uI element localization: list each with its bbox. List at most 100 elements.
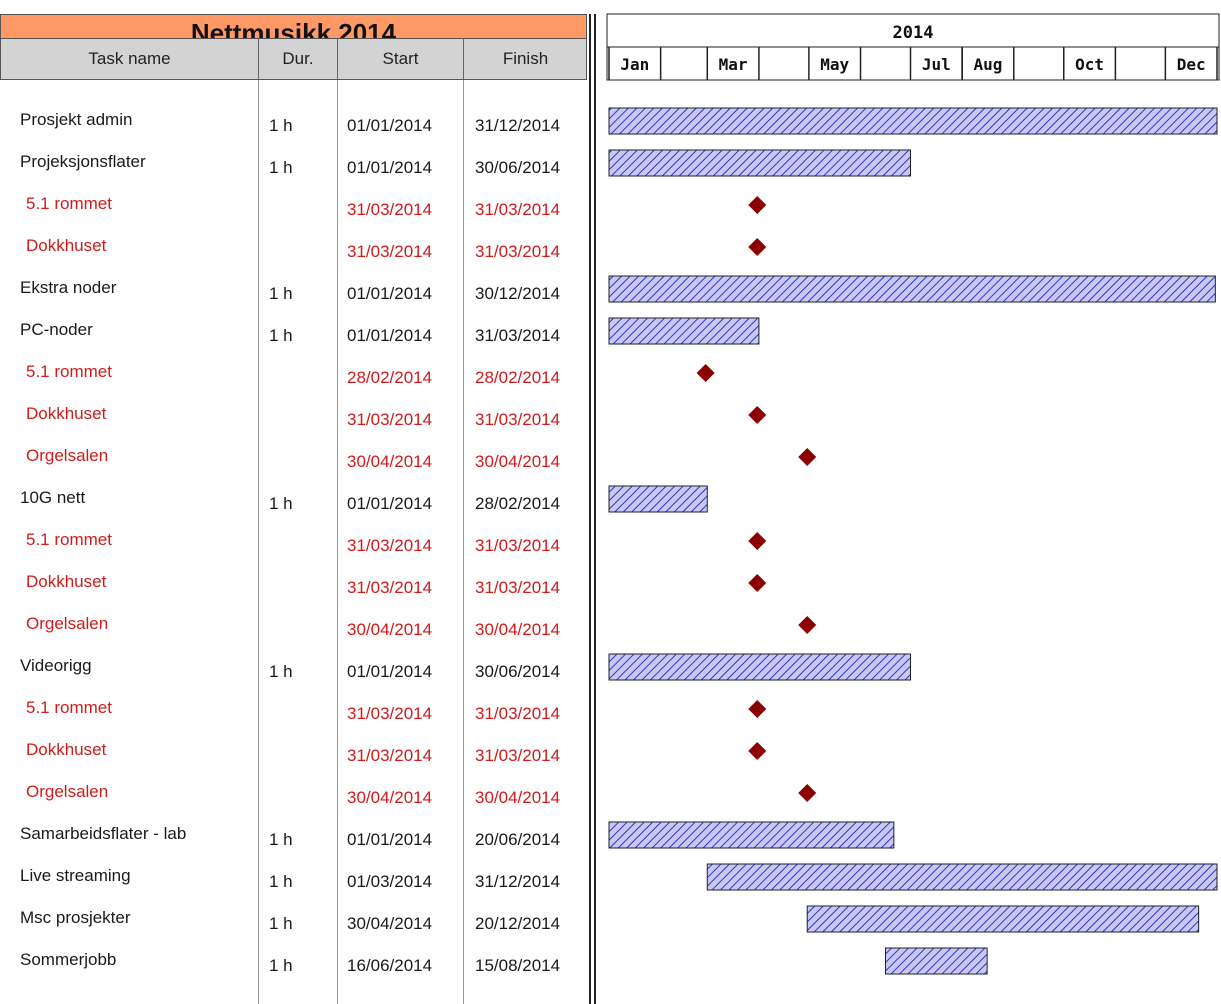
task-name-cell: Dokkhuset [26,404,107,423]
task-name-cell: Videorigg [20,656,92,675]
task-bar [608,107,1218,135]
milestone-marker [748,574,767,592]
task-duration-cell: 1 h [269,956,293,975]
milestone-marker [748,196,767,214]
task-table: Nettmusikk 2014 Task name Dur. Start Fin… [0,0,598,1004]
milestone-marker [798,448,817,466]
task-start-cell: 01/01/2014 [347,116,433,135]
task-duration-cell: 1 h [269,158,293,177]
task-name-cell: Live streaming [20,866,131,885]
task-start-cell: 01/01/2014 [347,662,433,681]
milestone-marker [798,784,817,802]
task-name-cell: 10G nett [20,488,86,507]
month-label: Oct [1075,55,1104,74]
pane-separator [594,14,596,1004]
task-name-cell: Orgelsalen [26,614,109,633]
task-name-cell: PC-noder [20,320,93,339]
task-start-cell: 01/01/2014 [347,158,433,177]
column-header-row: Task name Dur. Start Finish [0,39,587,80]
task-name-cell: Dokkhuset [26,572,107,591]
task-name-cell: 5.1 rommet [26,362,112,381]
task-start-cell: 31/03/2014 [347,410,433,429]
year-label: 2014 [893,23,934,43]
task-finish-cell: 20/12/2014 [475,914,561,933]
column-header-start: Start [338,39,464,79]
milestone-marker [748,406,767,424]
task-finish-cell: 30/04/2014 [475,788,561,807]
task-name-cell: 5.1 rommet [26,194,112,213]
task-finish-cell: 31/03/2014 [475,704,561,723]
task-start-cell: 16/06/2014 [347,956,433,975]
task-name-cell: Orgelsalen [26,782,109,801]
task-finish-cell: 31/03/2014 [475,578,561,597]
chart-title: Nettmusikk 2014 [190,18,397,39]
task-bar [608,653,912,681]
gantt-chart: 2014 Jan Mar May Jul Aug Oct Dec [606,13,1220,975]
task-finish-cell: 28/02/2014 [475,368,561,387]
task-finish-cell: 28/02/2014 [475,494,561,513]
task-duration-cell: 1 h [269,872,293,891]
column-header-finish: Finish [502,49,549,68]
task-finish-cell: 30/04/2014 [475,620,561,639]
task-start-cell: 31/03/2014 [347,746,433,765]
task-bar [608,485,708,513]
month-header-box [606,46,1220,81]
task-start-cell: 30/04/2014 [347,452,433,471]
task-bar [608,821,895,849]
task-finish-cell: 31/03/2014 [475,326,561,345]
task-name-cell: Projeksjonsflater [20,152,146,171]
task-start-cell: 31/03/2014 [347,242,433,261]
timeline-header: 2014 Jan Mar May Jul Aug Oct Dec [606,13,1220,81]
task-name-cell: Dokkhuset [26,236,107,255]
task-duration-cell: 1 h [269,284,293,303]
task-finish-cell: 15/08/2014 [475,956,561,975]
task-start-cell: 31/03/2014 [347,536,433,555]
task-finish-cell: 31/12/2014 [475,872,561,891]
task-bar [608,317,760,345]
month-label: Jan [620,55,649,74]
task-start-cell: 30/04/2014 [347,914,433,933]
task-name-cell: Orgelsalen [26,446,109,465]
task-bar [608,149,912,177]
month-label: Mar [719,55,748,74]
milestone-marker [748,532,767,550]
task-start-cell: 31/03/2014 [347,578,433,597]
milestone-marker [748,742,767,760]
task-name-cell: Sommerjobb [20,950,117,969]
month-label: Dec [1177,55,1206,74]
task-finish-cell: 30/06/2014 [475,662,561,681]
task-bar [885,947,988,975]
task-finish-cell: 31/03/2014 [475,242,561,261]
pane-separator [589,14,591,1004]
timeline-bars [608,107,1218,975]
task-start-cell: 01/01/2014 [347,830,433,849]
column-divider [463,80,464,1004]
task-duration-cell: 1 h [269,116,293,135]
task-name-cell: 5.1 rommet [26,698,112,717]
month-label: Jul [922,55,951,74]
task-finish-cell: 30/12/2014 [475,284,561,303]
task-duration-cell: 1 h [269,830,293,849]
task-name-cell: Dokkhuset [26,740,107,759]
task-bar [806,905,1200,933]
task-bar [608,275,1216,303]
task-duration-cell: 1 h [269,914,293,933]
column-header-task: Task name [1,39,259,79]
task-name-cell: Ekstra noder [20,278,117,297]
task-start-cell: 31/03/2014 [347,200,433,219]
task-finish-cell: 30/04/2014 [475,452,561,471]
task-start-cell: 01/01/2014 [347,284,433,303]
task-finish-cell: 31/03/2014 [475,200,561,219]
milestone-marker [748,238,767,256]
task-bar [706,863,1218,891]
task-name-cell: 5.1 rommet [26,530,112,549]
task-name-cell: Msc prosjekter [20,908,131,927]
column-header-duration: Dur. [259,39,338,79]
task-finish-cell: 31/03/2014 [475,746,561,765]
title-bar: Nettmusikk 2014 [0,14,587,39]
task-finish-cell: 30/06/2014 [475,158,561,177]
task-start-cell: 01/01/2014 [347,494,433,513]
year-header-box [606,13,1220,48]
task-finish-cell: 20/06/2014 [475,830,561,849]
task-duration-cell: 1 h [269,326,293,345]
